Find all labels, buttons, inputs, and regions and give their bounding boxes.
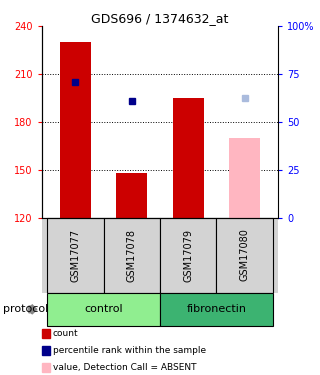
Title: GDS696 / 1374632_at: GDS696 / 1374632_at — [91, 12, 229, 25]
Bar — [116, 173, 147, 217]
Text: control: control — [84, 304, 123, 314]
Bar — [173, 98, 204, 218]
Bar — [60, 42, 91, 218]
Text: GSM17079: GSM17079 — [183, 228, 193, 282]
Bar — [47, 217, 104, 292]
Text: fibronectin: fibronectin — [186, 304, 246, 314]
Bar — [104, 217, 160, 292]
Text: percentile rank within the sample: percentile rank within the sample — [53, 346, 206, 355]
Text: GSM17077: GSM17077 — [70, 228, 80, 282]
Text: value, Detection Call = ABSENT: value, Detection Call = ABSENT — [53, 363, 196, 372]
Bar — [47, 292, 160, 326]
Text: protocol: protocol — [3, 304, 48, 314]
Text: GSM17078: GSM17078 — [127, 228, 137, 282]
Text: count: count — [53, 329, 78, 338]
Text: GSM17080: GSM17080 — [240, 228, 250, 281]
Bar — [229, 138, 260, 218]
Bar — [160, 217, 216, 292]
Bar — [216, 217, 273, 292]
Bar — [160, 292, 273, 326]
